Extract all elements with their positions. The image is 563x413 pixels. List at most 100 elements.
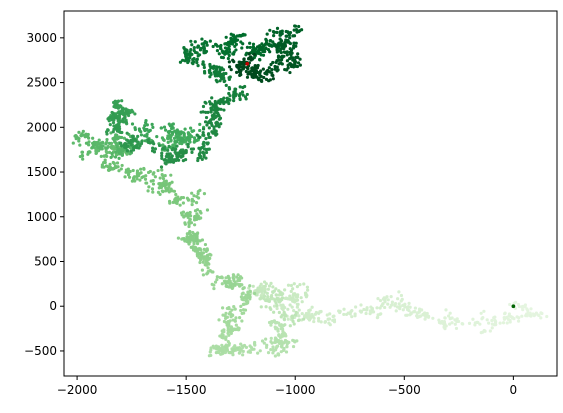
walk-point (206, 110, 210, 115)
walk-point (163, 158, 167, 162)
walk-point (135, 169, 140, 173)
walk-point (109, 155, 113, 159)
marker-layer (245, 61, 516, 309)
walk-point (467, 321, 472, 325)
walk-point (204, 110, 208, 114)
walk-point (268, 39, 273, 43)
walk-point (269, 323, 273, 327)
walk-point (295, 298, 300, 302)
walk-point (139, 133, 144, 137)
walk-point (188, 217, 192, 222)
walk-point (217, 318, 221, 322)
walk-point (296, 61, 301, 65)
walk-point (181, 210, 186, 214)
walk-point (221, 56, 225, 60)
walk-point (300, 300, 304, 304)
walk-point (169, 187, 173, 191)
walk-point (364, 311, 368, 316)
walk-point (359, 309, 364, 313)
walk-point (92, 143, 96, 147)
walk-point (151, 172, 155, 176)
walk-point (158, 176, 162, 180)
walk-point (202, 65, 206, 70)
walk-point (212, 112, 216, 116)
walk-point (282, 46, 286, 51)
walk-point (112, 137, 116, 141)
walk-point (524, 314, 528, 318)
walk-point (516, 302, 520, 307)
walk-point (204, 156, 208, 160)
walk-point (448, 322, 452, 326)
walk-point (195, 51, 199, 55)
walk-point (490, 318, 494, 323)
walk-point (415, 314, 419, 318)
walk-point (444, 308, 448, 312)
walk-point (238, 97, 242, 102)
walk-point (190, 197, 194, 201)
walk-point (147, 185, 151, 189)
walk-point (127, 175, 132, 179)
walk-point (119, 149, 123, 153)
walk-point (288, 41, 293, 46)
walk-point (107, 141, 112, 146)
walk-point (275, 69, 279, 73)
walk-point (191, 147, 196, 151)
walk-point (261, 45, 265, 49)
walk-point (119, 141, 123, 145)
walk-point (471, 317, 475, 321)
walk-point (205, 43, 209, 47)
walk-point (273, 340, 277, 344)
walk-point (276, 54, 281, 58)
walk-point (234, 48, 238, 52)
walk-point (129, 143, 134, 147)
walk-point (156, 168, 160, 173)
walk-point (300, 312, 304, 316)
walk-point (151, 190, 155, 194)
walk-point (207, 126, 211, 130)
walk-point (291, 316, 295, 320)
walk-point (311, 314, 315, 319)
walk-point (296, 52, 300, 56)
walk-point (94, 151, 98, 156)
walk-point (271, 73, 275, 78)
walk-point (198, 155, 202, 159)
walk-point (263, 284, 267, 288)
walk-point (332, 318, 337, 322)
walk-point (453, 322, 457, 326)
walk-point (198, 147, 202, 151)
walk-point (248, 295, 252, 299)
walk-point (212, 131, 216, 135)
walk-point (170, 180, 174, 184)
walk-point (157, 182, 161, 186)
walk-point (195, 232, 199, 237)
walk-point (245, 92, 249, 97)
walk-point (195, 133, 199, 137)
walk-point (131, 168, 135, 173)
walk-point (165, 152, 169, 156)
walk-point (113, 164, 117, 168)
walk-point (192, 56, 196, 61)
walk-point (124, 144, 128, 148)
walk-point (255, 75, 259, 79)
walk-point (218, 79, 222, 83)
walk-point (99, 154, 103, 158)
walk-point (233, 280, 237, 284)
walk-point (122, 113, 126, 117)
walk-point (288, 36, 292, 40)
walk-point (207, 132, 211, 136)
walk-point (145, 123, 149, 127)
walk-point (239, 295, 244, 299)
walk-point (302, 314, 307, 318)
walk-point (177, 153, 181, 157)
walk-point (187, 231, 192, 235)
walk-point (200, 255, 204, 259)
walk-point (186, 136, 190, 140)
walk-point (244, 69, 248, 74)
walk-point (188, 52, 192, 57)
walk-point (198, 122, 202, 126)
walk-point (227, 101, 231, 106)
walk-point (170, 125, 174, 129)
walk-point (256, 351, 260, 355)
walk-point (233, 87, 237, 91)
walk-point (286, 307, 290, 311)
